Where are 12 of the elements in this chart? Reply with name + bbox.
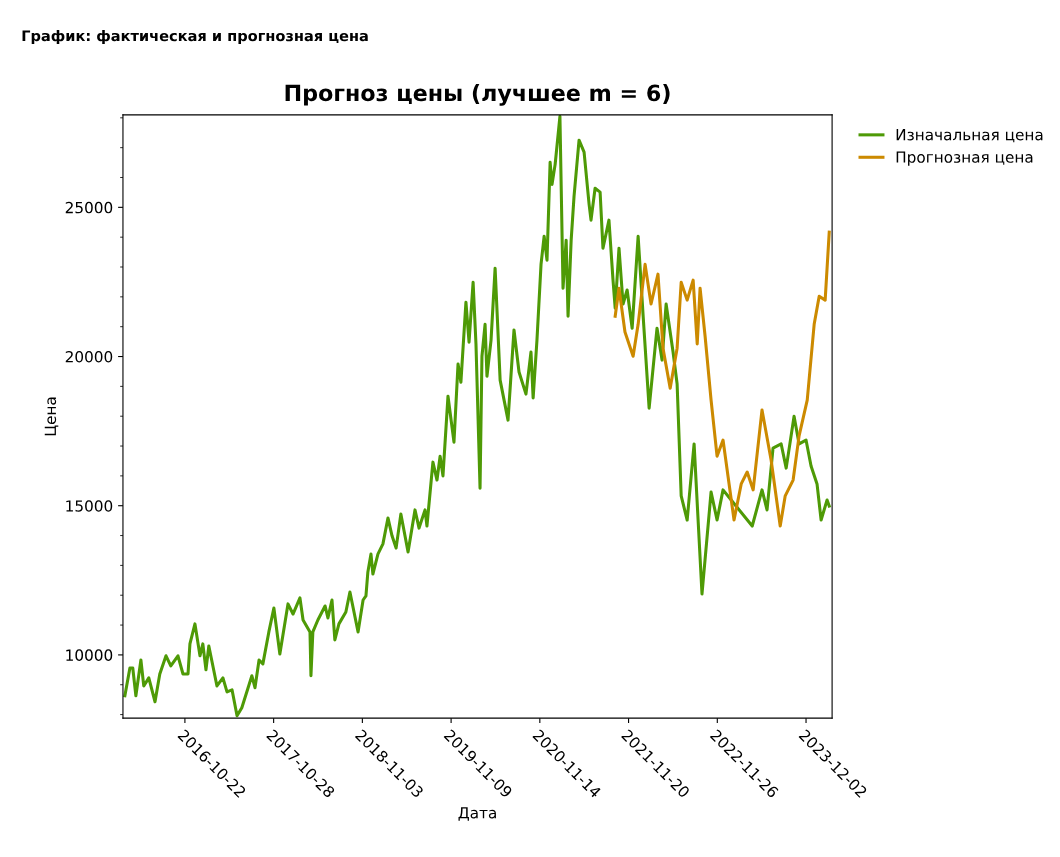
chart-title: Прогноз цены (лучшее m = 6) [285, 84, 670, 106]
y-tick-label: 10000 [66, 649, 113, 661]
line-series [123, 114, 831, 718]
text: График: фактическая и прогнозная цена [22, 30, 368, 45]
y-tick-label: 25000 [65, 201, 113, 214]
legend-label: Прогнозная цена [896, 151, 1033, 166]
y-tick-label: 20000 [65, 350, 113, 363]
x-axis-title: Дата [458, 807, 496, 821]
legend-label: Изначальная цена [896, 129, 1043, 143]
y-tick-label: 15000 [66, 500, 113, 512]
line-series [613, 230, 831, 528]
y-axis-title: Цена [44, 397, 59, 436]
